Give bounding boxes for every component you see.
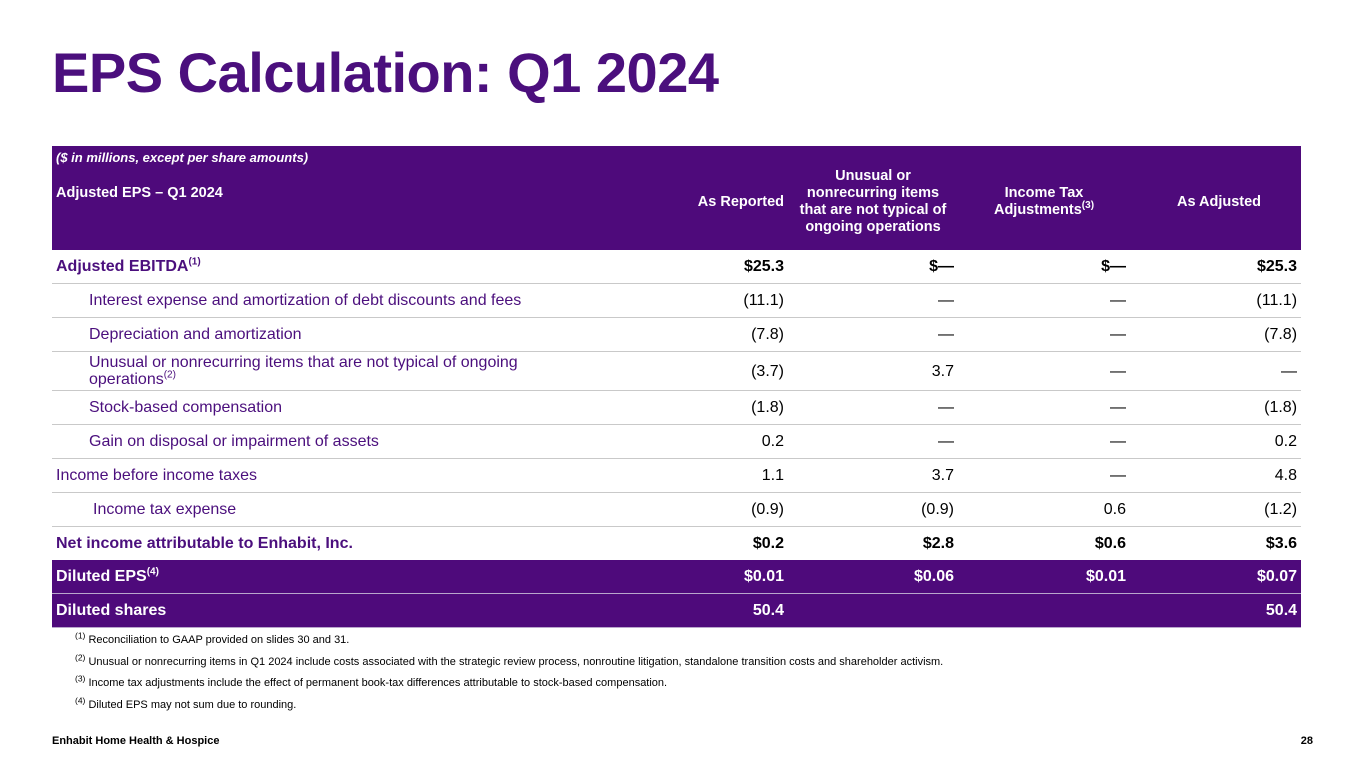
table-units-note: ($ in millions, except per share amounts… bbox=[56, 150, 309, 165]
cell-tax bbox=[958, 593, 1130, 628]
cell-tax: — bbox=[958, 317, 1130, 352]
cell-unusual: (0.9) bbox=[788, 492, 958, 527]
cell-unusual: — bbox=[788, 283, 958, 318]
cell-as-reported: $0.01 bbox=[672, 560, 788, 594]
cell-as-adjusted: (1.8) bbox=[1130, 390, 1302, 425]
row-label-unusual-items: Unusual or nonrecurring items that are n… bbox=[52, 351, 672, 391]
cell-unusual: $— bbox=[788, 250, 958, 284]
cell-as-adjusted: 4.8 bbox=[1130, 458, 1302, 493]
table-row: Diluted shares 50.4 50.4 bbox=[52, 593, 1302, 628]
cell-as-adjusted: (7.8) bbox=[1130, 317, 1302, 352]
cell-unusual: — bbox=[788, 390, 958, 425]
row-label-gain-on-disposal: Gain on disposal or impairment of assets bbox=[52, 424, 672, 459]
footer-company-name: Enhabit Home Health & Hospice bbox=[52, 735, 220, 747]
cell-as-adjusted: 50.4 bbox=[1130, 593, 1302, 628]
cell-as-reported: (7.8) bbox=[672, 317, 788, 352]
cell-as-reported: (1.8) bbox=[672, 390, 788, 425]
cell-as-reported: $25.3 bbox=[672, 250, 788, 284]
table-row: Adjusted EBITDA(1) $25.3 $— $— $25.3 bbox=[52, 250, 1302, 284]
table-row: Income before income taxes 1.1 3.7 — 4.8 bbox=[52, 458, 1302, 493]
row-label-interest-expense: Interest expense and amortization of deb… bbox=[52, 283, 672, 318]
cell-tax: 0.6 bbox=[958, 492, 1130, 527]
table-row: Depreciation and amortization (7.8) — — … bbox=[52, 317, 1302, 352]
header-adjusted-eps: Adjusted EPS – Q1 2024 bbox=[56, 185, 223, 201]
table-row: Income tax expense (0.9) (0.9) 0.6 (1.2) bbox=[52, 492, 1302, 527]
row-label-income-before-taxes: Income before income taxes bbox=[52, 458, 672, 493]
cell-unusual: 3.7 bbox=[788, 458, 958, 493]
header-unusual-items: Unusual or nonrecurring items that are n… bbox=[799, 168, 947, 235]
row-label-adjusted-ebitda: Adjusted EBITDA(1) bbox=[52, 250, 672, 284]
cell-as-reported: 1.1 bbox=[672, 458, 788, 493]
footnote-4: (4) Diluted EPS may not sum due to round… bbox=[75, 694, 297, 711]
row-label-depreciation: Depreciation and amortization bbox=[52, 317, 672, 352]
header-income-tax-adjustments: Income Tax Adjustments(3) bbox=[993, 185, 1095, 218]
row-label-income-tax-expense: Income tax expense bbox=[52, 492, 672, 527]
cell-tax: — bbox=[958, 390, 1130, 425]
cell-as-adjusted: (11.1) bbox=[1130, 283, 1302, 318]
cell-as-reported: (0.9) bbox=[672, 492, 788, 527]
cell-unusual: 3.7 bbox=[788, 351, 958, 391]
cell-unusual bbox=[788, 593, 958, 628]
header-as-adjusted: As Adjusted bbox=[1176, 194, 1262, 210]
cell-as-adjusted: $25.3 bbox=[1130, 250, 1302, 284]
cell-as-reported: (11.1) bbox=[672, 283, 788, 318]
row-label-diluted-eps: Diluted EPS(4) bbox=[52, 560, 672, 594]
table-row: Stock-based compensation (1.8) — — (1.8) bbox=[52, 390, 1302, 425]
cell-as-adjusted: (1.2) bbox=[1130, 492, 1302, 527]
footnote-1: (1) Reconciliation to GAAP provided on s… bbox=[75, 630, 350, 646]
cell-tax: $0.01 bbox=[958, 560, 1130, 594]
cell-tax: — bbox=[958, 424, 1130, 459]
cell-unusual: $2.8 bbox=[788, 526, 958, 560]
table-header-note-row: ($ in millions, except per share amounts… bbox=[52, 146, 1302, 168]
cell-as-reported: 0.2 bbox=[672, 424, 788, 459]
footnotes: (1) Reconciliation to GAAP provided on s… bbox=[75, 630, 1275, 720]
table-row: Net income attributable to Enhabit, Inc.… bbox=[52, 526, 1302, 560]
header-as-reported: As Reported bbox=[697, 193, 784, 210]
cell-tax: $0.6 bbox=[958, 526, 1130, 560]
cell-as-reported: $0.2 bbox=[672, 526, 788, 560]
table-row: Diluted EPS(4) $0.01 $0.06 $0.01 $0.07 bbox=[52, 560, 1302, 594]
row-label-diluted-shares: Diluted shares bbox=[52, 593, 672, 628]
footnote-3: (3) Income tax adjustments include the e… bbox=[75, 673, 668, 689]
cell-tax: $— bbox=[958, 250, 1130, 284]
cell-as-adjusted: — bbox=[1130, 351, 1302, 391]
table-header-row: Adjusted EPS – Q1 2024 As Reported Unusu… bbox=[52, 168, 1302, 250]
table-row: Gain on disposal or impairment of assets… bbox=[52, 424, 1302, 459]
cell-as-adjusted: 0.2 bbox=[1130, 424, 1302, 459]
table-row: Interest expense and amortization of deb… bbox=[52, 283, 1302, 318]
cell-tax: — bbox=[958, 351, 1130, 391]
cell-tax: — bbox=[958, 458, 1130, 493]
cell-unusual: $0.06 bbox=[788, 560, 958, 594]
table-row: Unusual or nonrecurring items that are n… bbox=[52, 351, 1302, 391]
cell-tax: — bbox=[958, 283, 1130, 318]
page-number: 28 bbox=[1300, 735, 1313, 747]
cell-as-adjusted: $3.6 bbox=[1130, 526, 1302, 560]
row-label-stock-comp: Stock-based compensation bbox=[52, 390, 672, 425]
cell-as-adjusted: $0.07 bbox=[1130, 560, 1302, 594]
footnote-2: (2) Unusual or nonrecurring items in Q1 … bbox=[75, 651, 944, 668]
cell-unusual: — bbox=[788, 424, 958, 459]
cell-as-reported: (3.7) bbox=[672, 351, 788, 391]
row-label-net-income: Net income attributable to Enhabit, Inc. bbox=[52, 526, 672, 560]
page-title: EPS Calculation: Q1 2024 bbox=[52, 41, 719, 104]
cell-unusual: — bbox=[788, 317, 958, 352]
cell-as-reported: 50.4 bbox=[672, 593, 788, 628]
eps-table: ($ in millions, except per share amounts… bbox=[52, 146, 1302, 628]
